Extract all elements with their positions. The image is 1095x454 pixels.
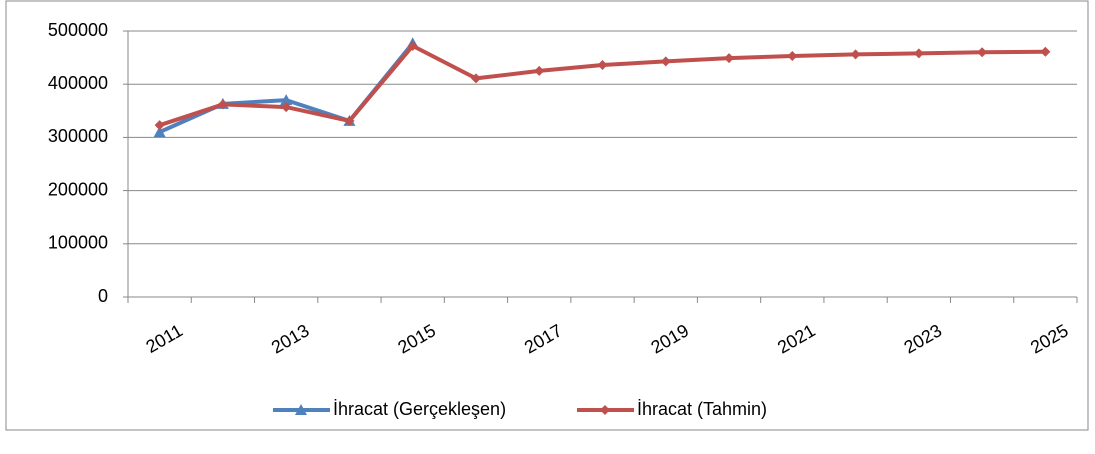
y-tick-label: 100000 [48,233,108,253]
marker [344,115,355,126]
legend-label: İhracat (Gerçekleşen) [333,399,506,419]
y-tick-label: 0 [98,286,108,306]
marker [597,60,608,71]
marker [850,49,861,60]
legend-label: İhracat (Tahmin) [637,399,767,419]
y-tick-label: 500000 [48,20,108,40]
marker [407,40,418,51]
marker [787,51,798,62]
legend-marker [600,405,610,415]
marker [660,56,671,67]
y-tick-label: 400000 [48,73,108,93]
y-tick-label: 200000 [48,179,108,199]
marker [724,53,735,64]
legend-marker [295,404,307,415]
marker [1040,46,1051,57]
marker [217,99,228,110]
marker [154,120,165,131]
y-tick-label: 300000 [48,126,108,146]
marker [281,102,292,113]
marker [153,126,166,138]
marker [280,94,293,106]
chart-border [5,0,1089,431]
marker [534,65,545,76]
marker [913,48,924,59]
marker [977,47,988,58]
marker [470,73,481,84]
